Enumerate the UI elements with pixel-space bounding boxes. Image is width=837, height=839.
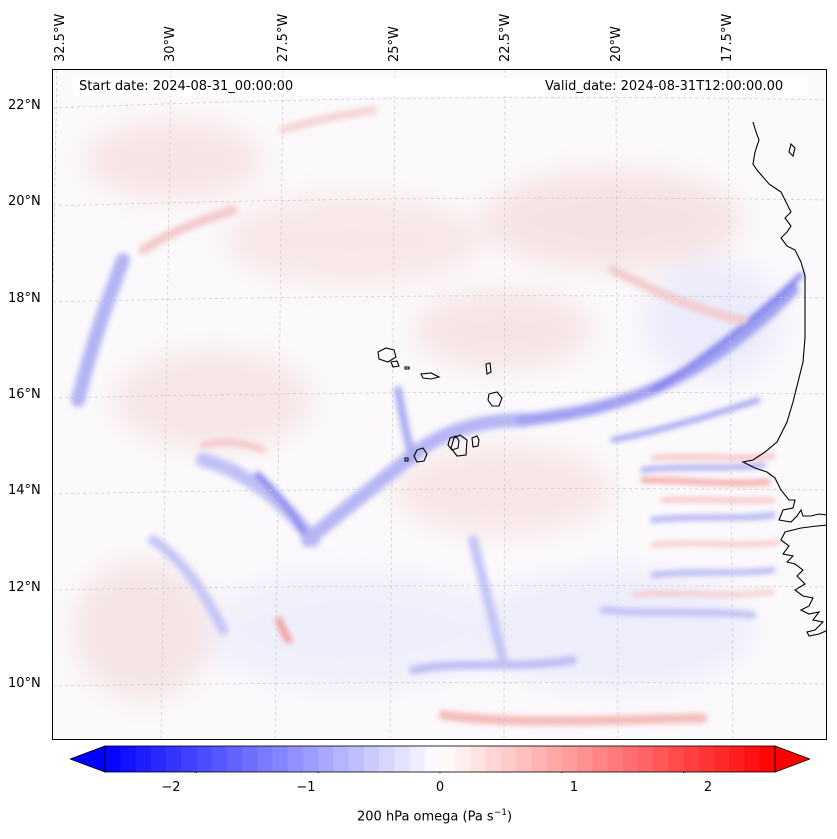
colorbar-cell (714, 746, 730, 772)
colorbar-cell (455, 746, 471, 772)
colorbar-cell (698, 746, 715, 772)
colorbar-cell (302, 746, 319, 772)
colorbar-cell (120, 746, 136, 772)
lon-label-17-5w: 17.5°W (720, 13, 735, 62)
colorbar-cell (485, 746, 502, 772)
colorbar-cell (516, 746, 532, 772)
colorbar-cell (653, 746, 669, 772)
colorbar-cell (394, 746, 411, 772)
colorbar-cell (683, 746, 700, 772)
colorbar-cell (272, 746, 289, 772)
lon-label-22-5w: 22.5°W (498, 13, 513, 62)
colorbar-cell (242, 746, 258, 772)
colorbar-cell (135, 746, 152, 772)
colorbar-cell (424, 746, 441, 772)
lat-label-14n: 14°N (8, 483, 41, 498)
lon-label-25w: 25°W (387, 26, 402, 62)
colorbar-cell (729, 746, 746, 772)
colorbar-cells (105, 746, 776, 772)
colorbar-cell (622, 746, 639, 772)
lon-label-32-5w: 32.5°W (53, 13, 68, 62)
colorbar-cell (105, 746, 121, 772)
lon-label-30w: 30°W (163, 26, 178, 62)
lat-label-22n: 22°N (8, 98, 41, 113)
colorbar-cell (470, 746, 487, 772)
colorbar-max-extension (774, 745, 810, 773)
colorbar-tick-0: 0 (435, 780, 445, 795)
colorbar-cell (196, 746, 213, 772)
colorbar-cell (363, 746, 380, 772)
colorbar-label-close: ) (506, 809, 513, 825)
colorbar-cell (744, 746, 761, 772)
colorbar-cell (318, 746, 334, 772)
colorbar-cell (287, 746, 304, 772)
colorbar-cell (165, 746, 182, 772)
colorbar-label-text: 200 hPa omega (Pa s (357, 809, 494, 825)
colorbar (70, 745, 810, 773)
lat-label-18n: 18°N (8, 291, 41, 306)
negative-omega-streaks (71, 253, 804, 674)
cape-verde-islands (377, 347, 503, 463)
positive-omega-streaks (138, 106, 780, 726)
colorbar-cell (668, 746, 685, 772)
colorbar-cell (440, 746, 456, 772)
colorbar-cell (226, 746, 243, 772)
lat-label-12n: 12°N (8, 580, 41, 595)
lat-label-20n: 20°N (8, 194, 41, 209)
colorbar-tick-neg2: −2 (161, 780, 181, 795)
colorbar-cell (500, 746, 517, 772)
colorbar-cell (531, 746, 548, 772)
colorbar-cell (546, 746, 563, 772)
colorbar-cell (181, 746, 197, 772)
colorbar-cell (561, 746, 578, 772)
colorbar-cell (379, 746, 395, 772)
colorbar-cell (348, 746, 365, 772)
african-coastline (741, 121, 826, 637)
colorbar-cell (637, 746, 654, 772)
colorbar-tick-2: 2 (703, 780, 713, 795)
colorbar-cell (211, 746, 228, 772)
lat-label-16n: 16°N (8, 387, 41, 402)
colorbar-cell (409, 746, 426, 772)
colorbar-label-unit-exponent: −1 (493, 808, 507, 818)
lon-label-20w: 20°W (609, 26, 624, 62)
colorbar-cell (577, 746, 593, 772)
colorbar-cell (759, 746, 776, 772)
colorbar-min-extension (70, 745, 106, 773)
colorbar-label: 200 hPa omega (Pa s−1) (357, 808, 512, 824)
colorbar-cell (592, 746, 608, 772)
colorbar-tick-1: 1 (569, 780, 579, 795)
lat-label-10n: 10°N (8, 676, 41, 691)
map-panel (52, 69, 827, 740)
colorbar-cell (257, 746, 273, 772)
omega-field-map (53, 70, 826, 739)
colorbar-tick-marks (195, 772, 685, 773)
graticule (53, 70, 826, 739)
colorbar-tick-neg1: −1 (296, 780, 316, 795)
date-strip (72, 78, 808, 96)
start-date-label: Start date: 2024-08-31_00:00:00 (79, 79, 294, 94)
colorbar-cell (333, 746, 350, 772)
valid-date-label: Valid_date: 2024-08-31T12:00:00.00 (545, 79, 784, 94)
colorbar-cell (150, 746, 167, 772)
colorbar-cell (607, 746, 624, 772)
lon-label-27-5w: 27.5°W (276, 13, 291, 62)
